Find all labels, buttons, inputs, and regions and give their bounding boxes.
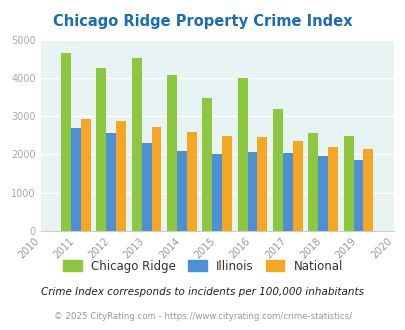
Bar — [96, 68, 106, 231]
Bar — [166, 75, 177, 231]
Bar — [131, 58, 141, 231]
Bar — [81, 119, 91, 231]
Text: Crime Index corresponds to incidents per 100,000 inhabitants: Crime Index corresponds to incidents per… — [41, 287, 364, 297]
Bar — [272, 109, 282, 231]
Bar — [327, 147, 337, 231]
Bar — [212, 154, 222, 231]
Bar — [141, 143, 151, 231]
Bar — [222, 136, 232, 231]
Text: © 2025 CityRating.com - https://www.cityrating.com/crime-statistics/: © 2025 CityRating.com - https://www.city… — [54, 312, 351, 321]
Bar — [151, 127, 161, 231]
Bar — [237, 78, 247, 231]
Bar — [292, 142, 302, 231]
Bar — [353, 160, 362, 231]
Bar — [186, 132, 196, 231]
Bar — [257, 137, 267, 231]
Bar — [106, 133, 116, 231]
Bar — [343, 136, 353, 231]
Bar — [362, 149, 373, 231]
Bar — [61, 53, 71, 231]
Bar — [318, 155, 327, 231]
Bar — [116, 121, 126, 231]
Text: Chicago Ridge Property Crime Index: Chicago Ridge Property Crime Index — [53, 14, 352, 29]
Bar — [177, 151, 186, 231]
Bar — [71, 128, 81, 231]
Bar — [307, 133, 318, 231]
Bar — [247, 152, 257, 231]
Legend: Chicago Ridge, Illinois, National: Chicago Ridge, Illinois, National — [58, 255, 347, 278]
Bar — [202, 98, 212, 231]
Bar — [282, 153, 292, 231]
